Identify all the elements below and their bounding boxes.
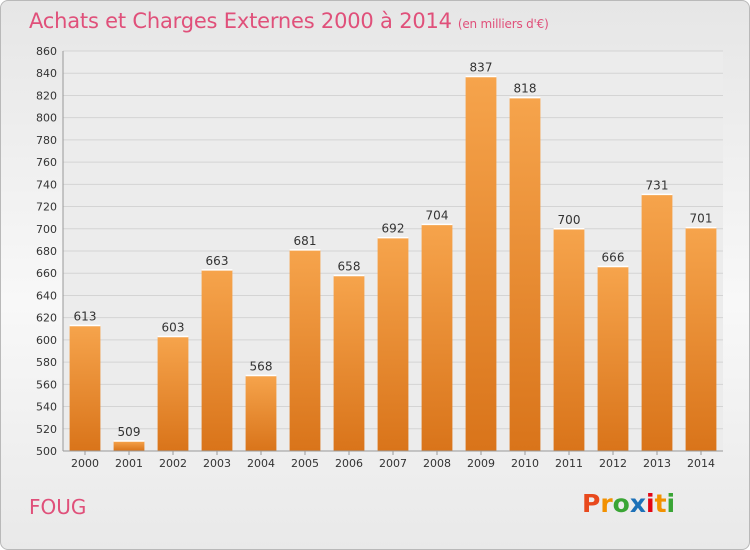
x-tick-label: 2006 bbox=[335, 457, 363, 470]
bar bbox=[289, 249, 321, 451]
y-tick-label: 800 bbox=[36, 112, 57, 125]
bar bbox=[641, 194, 673, 452]
bar bbox=[421, 224, 453, 451]
bar-value-label: 692 bbox=[382, 222, 405, 236]
y-tick-label: 840 bbox=[36, 67, 57, 80]
logo-letter: r bbox=[600, 489, 613, 518]
x-tick-label: 2005 bbox=[291, 457, 319, 470]
x-tick-label: 2007 bbox=[379, 457, 407, 470]
bar bbox=[245, 375, 277, 451]
bar bbox=[685, 227, 717, 451]
bar-value-label: 666 bbox=[602, 251, 625, 265]
bar bbox=[465, 76, 497, 452]
y-tick-label: 500 bbox=[36, 445, 57, 458]
y-tick-label: 860 bbox=[36, 45, 57, 58]
logo-letter: P bbox=[582, 489, 601, 518]
commune-name: FOUG bbox=[29, 495, 87, 519]
logo-letter: t bbox=[654, 489, 667, 518]
chart-title-text: Achats et Charges Externes 2000 à 2014 bbox=[29, 9, 452, 33]
y-tick-label: 520 bbox=[36, 423, 57, 436]
proxiti-logo[interactable]: Proxiti bbox=[582, 489, 675, 518]
bar-value-label: 701 bbox=[690, 212, 713, 226]
y-tick-label: 600 bbox=[36, 334, 57, 347]
bar-value-label: 509 bbox=[118, 425, 141, 439]
bar-value-label: 704 bbox=[426, 208, 449, 222]
y-tick-label: 640 bbox=[36, 289, 57, 302]
x-tick-label: 2009 bbox=[467, 457, 495, 470]
bar bbox=[377, 237, 409, 451]
y-tick-label: 660 bbox=[36, 267, 57, 280]
y-tick-label: 580 bbox=[36, 356, 57, 369]
bar bbox=[597, 266, 629, 451]
y-tick-label: 760 bbox=[36, 156, 57, 169]
bar bbox=[157, 336, 189, 451]
y-tick-label: 560 bbox=[36, 378, 57, 391]
x-tick-label: 2003 bbox=[203, 457, 231, 470]
bar bbox=[553, 228, 585, 451]
chart-title: Achats et Charges Externes 2000 à 2014 (e… bbox=[29, 9, 549, 33]
y-tick-label: 540 bbox=[36, 401, 57, 414]
bar bbox=[333, 275, 365, 451]
x-tick-label: 2011 bbox=[555, 457, 583, 470]
logo-letter: i bbox=[646, 489, 655, 518]
bar bbox=[113, 441, 145, 451]
y-tick-label: 700 bbox=[36, 223, 57, 236]
bar bbox=[69, 325, 101, 451]
y-axis-ticks: 500 520 540 560 580 600 620 640 660 680 700 720 740 7… bbox=[36, 45, 57, 458]
bar-value-label: 681 bbox=[294, 234, 317, 248]
value-labels: 613 509 603 663 568 681 658 692 704 837 818 700 666 7… bbox=[74, 61, 713, 439]
y-tick-label: 820 bbox=[36, 89, 57, 102]
bar bbox=[201, 269, 233, 451]
logo-letter: o bbox=[612, 489, 630, 518]
bar-value-label: 568 bbox=[250, 359, 273, 373]
x-tick-label: 2014 bbox=[687, 457, 715, 470]
x-tick-label: 2000 bbox=[71, 457, 99, 470]
bar-value-label: 613 bbox=[74, 309, 97, 323]
bars bbox=[69, 75, 717, 452]
y-tick-label: 780 bbox=[36, 134, 57, 147]
bar-value-label: 731 bbox=[646, 178, 669, 192]
x-axis-ticks: 2000 2001 2002 2003 2004 2005 2006 2007 2008 2009… bbox=[71, 451, 715, 470]
bar-value-label: 663 bbox=[206, 254, 229, 268]
y-tick-label: 740 bbox=[36, 178, 57, 191]
bar-value-label: 818 bbox=[514, 82, 537, 96]
bar-value-label: 837 bbox=[470, 61, 493, 75]
x-tick-label: 2002 bbox=[159, 457, 187, 470]
chart-subtitle: (en milliers d'€) bbox=[457, 17, 549, 31]
y-tick-label: 620 bbox=[36, 312, 57, 325]
x-tick-label: 2004 bbox=[247, 457, 275, 470]
y-tick-label: 720 bbox=[36, 201, 57, 214]
bar-value-label: 700 bbox=[558, 213, 581, 227]
x-tick-label: 2001 bbox=[115, 457, 143, 470]
bar bbox=[509, 97, 541, 452]
x-tick-label: 2008 bbox=[423, 457, 451, 470]
logo-letter: i bbox=[666, 489, 676, 518]
bar-value-label: 658 bbox=[338, 259, 361, 273]
x-tick-label: 2010 bbox=[511, 457, 539, 470]
logo-letter: x bbox=[629, 489, 646, 518]
y-tick-label: 680 bbox=[36, 245, 57, 258]
x-tick-label: 2012 bbox=[599, 457, 627, 470]
bar-value-label: 603 bbox=[162, 321, 185, 335]
x-tick-label: 2013 bbox=[643, 457, 671, 470]
